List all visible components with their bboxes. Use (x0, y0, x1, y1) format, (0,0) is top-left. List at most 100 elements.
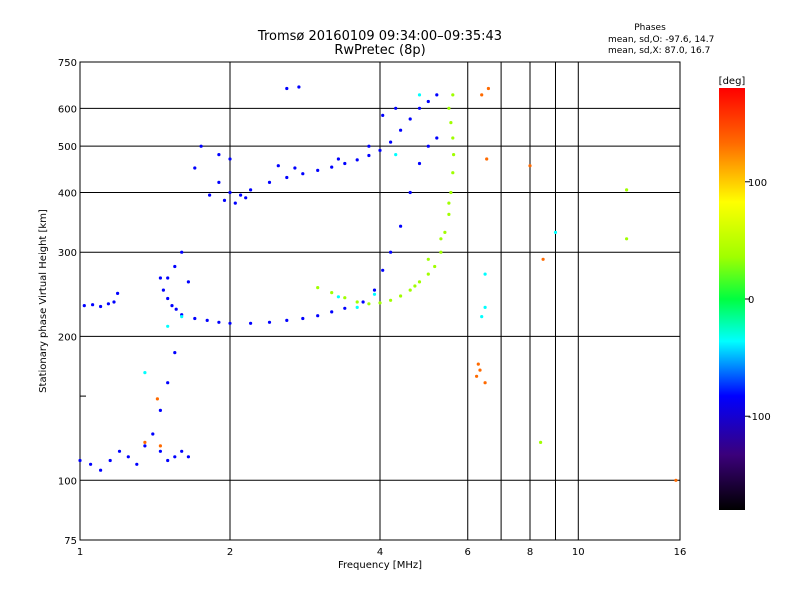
chart-titles: Tromsø 20160109 09:34:00–09:35:43 RwPret… (257, 29, 502, 58)
data-point (267, 320, 272, 324)
phase-stats-o: mean, sd,O: -97.6, 14.7 (608, 35, 714, 45)
data-point (426, 272, 430, 276)
data-point (228, 157, 232, 161)
data-point (249, 321, 253, 325)
data-point (674, 478, 678, 482)
data-point (166, 324, 170, 328)
data-point (433, 264, 437, 269)
data-point (447, 201, 451, 205)
data-point (297, 85, 301, 89)
data-point (217, 180, 221, 184)
data-point (336, 157, 340, 161)
data-point (217, 320, 221, 324)
y-tick-label: 200 (58, 332, 77, 343)
data-point (486, 86, 490, 91)
data-point (208, 193, 212, 197)
data-point (180, 315, 184, 319)
x-tick-label: 16 (674, 547, 687, 558)
data-point (389, 140, 393, 144)
phase-stats-heading: Phases (634, 23, 666, 33)
data-point (180, 449, 184, 453)
data-point (316, 286, 320, 290)
data-point (478, 368, 482, 372)
data-point (239, 193, 243, 197)
y-tick-label: 600 (58, 104, 77, 115)
y-tick-label: 500 (58, 142, 77, 153)
data-point (381, 268, 385, 272)
data-point (108, 458, 112, 463)
data-point (343, 296, 347, 300)
data-point (435, 136, 439, 140)
data-point (413, 284, 417, 288)
data-point (143, 371, 147, 375)
colorbar-ticks: 100 0 -100 (745, 178, 771, 423)
data-point (301, 316, 305, 321)
x-tick-label: 8 (527, 547, 533, 558)
data-point (158, 408, 162, 412)
data-point (394, 106, 398, 110)
data-point (143, 440, 147, 444)
data-point (452, 153, 456, 157)
data-point (205, 318, 209, 322)
data-point (244, 196, 248, 200)
data-point (355, 300, 359, 304)
data-point (449, 121, 453, 125)
y-tick-label: 400 (58, 188, 77, 199)
colorbar-tick-label: -100 (748, 412, 771, 423)
data-point (293, 166, 297, 170)
data-point (330, 165, 334, 169)
data-point (447, 106, 451, 110)
data-point (228, 321, 232, 325)
data-point (367, 153, 371, 158)
data-point (451, 93, 455, 97)
data-point (485, 157, 489, 161)
data-point (394, 153, 398, 157)
data-point (417, 106, 422, 110)
y-axis-label: Stationary phase Virtual Height [km] (38, 209, 49, 393)
data-point (161, 288, 165, 292)
data-point (285, 86, 289, 91)
data-point (78, 458, 82, 463)
colorbar-tick-label: 0 (748, 295, 754, 306)
data-point (151, 432, 155, 436)
x-tick-label: 10 (572, 547, 585, 558)
chart-subtitle: RwPretec (8p) (334, 43, 425, 58)
data-point (173, 264, 177, 269)
data-point (217, 153, 221, 157)
data-point (116, 291, 120, 295)
data-point (483, 381, 487, 385)
y-tick-label: 75 (64, 536, 77, 547)
data-point (106, 302, 110, 306)
data-points (78, 85, 678, 482)
data-point (155, 397, 159, 401)
data-point (451, 136, 455, 140)
data-point (82, 304, 86, 308)
phase-stats-x: mean, sd,X: 87.0, 16.7 (608, 46, 710, 56)
y-tick-label: 300 (58, 248, 77, 259)
data-point (381, 113, 385, 117)
data-point (378, 148, 382, 152)
data-point (228, 190, 232, 195)
data-point (222, 198, 227, 202)
data-point (451, 171, 455, 175)
data-point (426, 144, 430, 148)
data-point (166, 296, 170, 301)
data-point (285, 318, 289, 322)
data-point (158, 444, 162, 448)
data-point (426, 99, 430, 104)
data-point (443, 230, 447, 234)
data-point (553, 230, 558, 234)
data-point (439, 237, 443, 241)
data-point (199, 144, 203, 148)
x-tick-label: 1 (77, 547, 83, 558)
data-point (480, 315, 484, 319)
colorbar-label: [deg] (719, 76, 746, 87)
data-point (193, 316, 197, 321)
data-point (166, 458, 170, 463)
data-point (166, 381, 170, 385)
data-point (625, 188, 629, 192)
data-point (186, 455, 190, 459)
x-axis-label: Frequency [MHz] (338, 560, 422, 571)
data-point (372, 288, 377, 292)
data-point (475, 374, 479, 378)
